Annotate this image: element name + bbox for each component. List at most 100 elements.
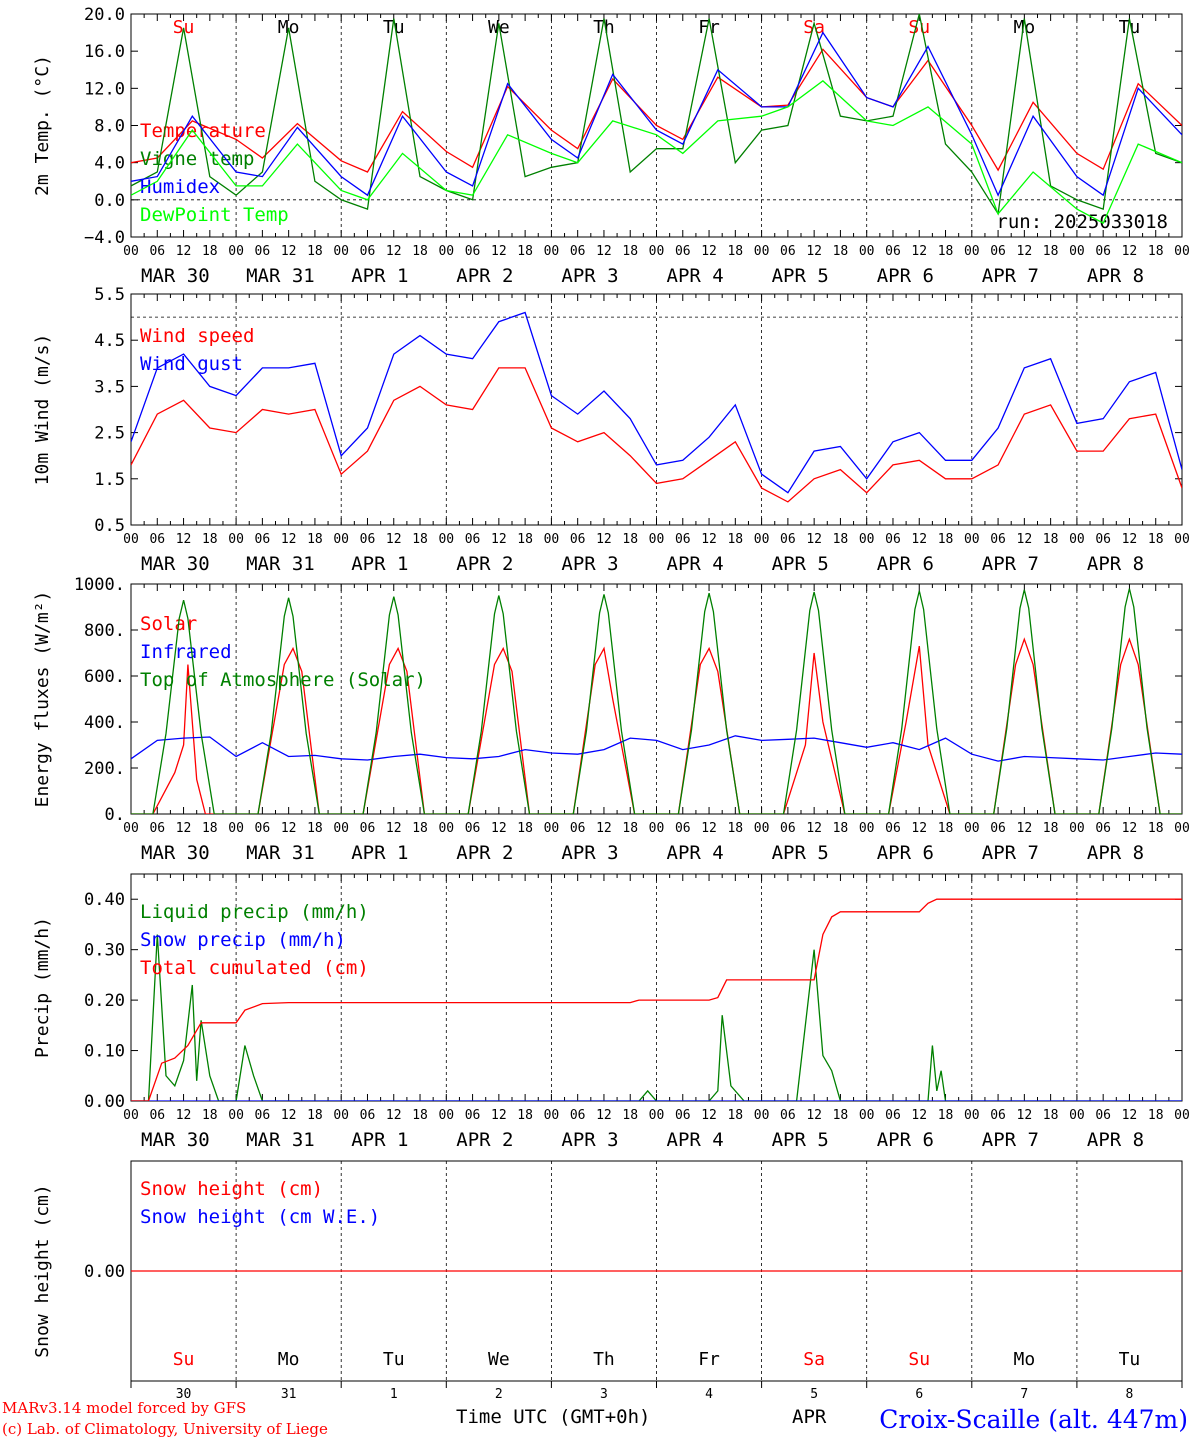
weekday-label: Mo	[278, 17, 300, 38]
x-tick-label: 00	[1174, 1108, 1190, 1123]
chart-panel-1: 20.0 16.0 12.0 8.0 4.0 0.0 −4.0 2m Temp. (°C) 00…	[32, 5, 1190, 287]
x-tick-label: 12	[701, 821, 717, 836]
x-tick-label: 12	[596, 244, 612, 259]
y-tick-label: 0.5	[94, 516, 125, 536]
legend-entry: Wind speed	[140, 325, 254, 347]
day-number-label: 7	[1020, 1387, 1028, 1402]
credit-line-2: (c) Lab. of Climatology, University of L…	[2, 1420, 328, 1438]
day-number-label: 31	[281, 1387, 297, 1402]
x-tick-label: 00	[438, 821, 454, 836]
x-tick-label: 06	[990, 1108, 1006, 1123]
x-tick-label: 12	[806, 821, 822, 836]
x-tick-label: 18	[517, 532, 533, 547]
x-tick-label: 18	[1043, 821, 1059, 836]
x-tick-label: 18	[833, 821, 849, 836]
x-tick-label: 06	[780, 532, 796, 547]
date-label: APR 8	[1087, 553, 1144, 575]
legend-entry: Solar	[140, 613, 197, 635]
legend-entry: Temperature	[140, 120, 266, 142]
legend-entry: Humidex	[140, 176, 220, 198]
weekday-label: Tu	[1119, 1349, 1141, 1370]
weekday-label: Su	[908, 17, 930, 38]
legend-entry: Vigne temp	[140, 148, 254, 170]
x-tick-label: 00	[333, 821, 349, 836]
x-tick-label: 12	[596, 1108, 612, 1123]
date-label: APR 6	[877, 553, 934, 575]
x-tick-label: 06	[360, 244, 376, 259]
x-tick-label: 00	[1069, 532, 1085, 547]
x-tick-label: 06	[885, 821, 901, 836]
x-tick-label: 06	[149, 821, 165, 836]
date-label: MAR 30	[141, 265, 210, 287]
date-label: APR 1	[351, 1129, 408, 1151]
x-tick-label: 12	[806, 1108, 822, 1123]
x-tick-label: 00	[333, 1108, 349, 1123]
x-tick-label: 00	[964, 1108, 980, 1123]
x-tick-label: 06	[780, 244, 796, 259]
x-tick-label: 12	[1017, 532, 1033, 547]
date-label: APR 7	[982, 1129, 1039, 1151]
x-tick-label: 12	[386, 821, 402, 836]
x-tick-label: 00	[228, 821, 244, 836]
x-tick-label: 06	[465, 244, 481, 259]
x-tick-label: 06	[570, 532, 586, 547]
x-tick-label: 18	[622, 532, 638, 547]
x-tick-label: 06	[255, 821, 271, 836]
weekday-label: We	[488, 1349, 510, 1370]
x-tick-label: 06	[990, 244, 1006, 259]
date-label: APR 7	[982, 842, 1039, 864]
x-tick-label: 06	[465, 821, 481, 836]
date-label: APR 3	[561, 265, 618, 287]
x-tick-label: 18	[202, 532, 218, 547]
x-tick-label: 00	[754, 821, 770, 836]
day-number-label: 6	[915, 1387, 923, 1402]
series-line-temperature	[131, 48, 1182, 173]
x-tick-label: 06	[1095, 821, 1111, 836]
x-tick-label: 12	[386, 532, 402, 547]
weekday-label: Su	[173, 17, 195, 38]
x-tick-label: 00	[544, 244, 560, 259]
x-tick-label: 06	[675, 244, 691, 259]
weekday-label: Fr	[698, 17, 720, 38]
legend-entry: Liquid precip (mm/h)	[140, 901, 369, 923]
x-tick-label: 06	[570, 821, 586, 836]
x-tick-label: 18	[307, 244, 323, 259]
weekday-label: Tu	[383, 1349, 405, 1370]
y-tick-label: 0.30	[84, 941, 125, 961]
x-tick-label: 18	[202, 1108, 218, 1123]
x-tick-label: 00	[859, 821, 875, 836]
y-tick-label: 0.00	[84, 1262, 125, 1282]
x-tick-label: 18	[1148, 244, 1164, 259]
weekday-label: Tu	[383, 17, 405, 38]
date-label: APR 7	[982, 265, 1039, 287]
x-tick-label: 00	[544, 532, 560, 547]
x-tick-label: 06	[675, 1108, 691, 1123]
x-tick-label: 00	[1069, 244, 1085, 259]
legend-entry: Wind gust	[140, 353, 243, 375]
x-tick-label: 06	[465, 532, 481, 547]
x-tick-label: 00	[333, 532, 349, 547]
date-label: MAR 31	[246, 842, 315, 864]
x-tick-label: 18	[307, 1108, 323, 1123]
x-tick-label: 06	[885, 532, 901, 547]
x-tick-label: 06	[255, 532, 271, 547]
x-tick-label: 00	[228, 532, 244, 547]
x-tick-label: 00	[123, 532, 139, 547]
series-line-humidex	[131, 31, 1182, 197]
x-tick-label: 00	[123, 821, 139, 836]
date-label: APR 5	[772, 1129, 829, 1151]
x-tick-label: 12	[491, 821, 507, 836]
x-tick-label: 18	[727, 1108, 743, 1123]
x-tick-label: 12	[701, 1108, 717, 1123]
x-tick-label: 18	[727, 821, 743, 836]
x-tick-label: 18	[622, 1108, 638, 1123]
x-tick-label: 12	[1122, 821, 1138, 836]
x-tick-label: 12	[596, 821, 612, 836]
date-label: MAR 30	[141, 842, 210, 864]
x-tick-label: 12	[281, 1108, 297, 1123]
y-tick-label: 16.0	[84, 42, 125, 62]
x-tick-label: 00	[754, 244, 770, 259]
x-tick-label: 18	[1043, 1108, 1059, 1123]
x-tick-label: 06	[360, 821, 376, 836]
date-label: APR 4	[667, 553, 724, 575]
